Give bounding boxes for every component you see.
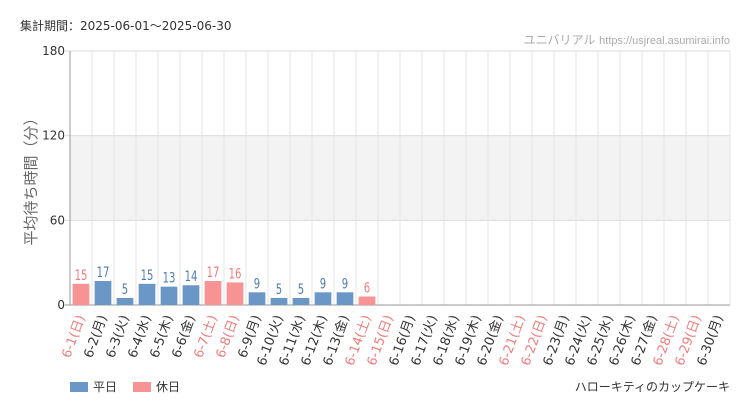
- bar-value-label: 9: [254, 276, 260, 292]
- bar-value-label: 17: [207, 264, 220, 280]
- bar-6-3(火)[interactable]: [116, 297, 134, 305]
- site-url[interactable]: https://usjreal.asumirai.info: [599, 35, 730, 47]
- legend: 平日 休日: [70, 378, 196, 395]
- bar-6-1(日)[interactable]: [72, 283, 90, 305]
- legend-weekday-swatch: [70, 381, 88, 392]
- bar-6-14(土)[interactable]: [358, 296, 376, 305]
- site-credit[interactable]: ユニバリアル https://usjreal.asumirai.info: [523, 31, 730, 48]
- y-tick-label: 60: [50, 213, 65, 227]
- legend-weekday-label: 平日: [93, 380, 118, 394]
- bar-6-13(金)[interactable]: [336, 292, 354, 305]
- bar-value-label: 6: [364, 280, 370, 296]
- bar-value-label: 15: [141, 267, 154, 283]
- bar-6-8(日)[interactable]: [226, 282, 244, 305]
- bar-6-10(火)[interactable]: [270, 297, 288, 305]
- bar-6-6(金)[interactable]: [182, 285, 200, 305]
- y-axis-title: 平均待ち時間（分）: [22, 110, 40, 245]
- legend-holiday[interactable]: 休日: [133, 378, 180, 395]
- bar-value-label: 9: [320, 276, 326, 292]
- bar-6-4(水)[interactable]: [138, 283, 156, 305]
- bar-value-label: 14: [185, 269, 198, 285]
- bar-6-12(木)[interactable]: [314, 292, 332, 305]
- y-tick-label: 180: [42, 44, 65, 58]
- bar-6-7(土)[interactable]: [204, 281, 222, 305]
- bar-6-11(水)[interactable]: [292, 297, 310, 305]
- period-label: 集計期間：2025-06-01～2025-06-30: [20, 19, 232, 33]
- bar-6-9(月)[interactable]: [248, 292, 266, 305]
- bar-6-2(月)[interactable]: [94, 281, 112, 305]
- bar-value-label: 5: [298, 281, 304, 297]
- legend-weekday[interactable]: 平日: [70, 378, 117, 395]
- bar-value-label: 17: [97, 264, 110, 280]
- bar-value-label: 5: [276, 281, 282, 297]
- bar-value-label: 15: [75, 267, 88, 283]
- legend-holiday-swatch: [133, 381, 152, 392]
- legend-holiday-label: 休日: [156, 380, 181, 394]
- bar-6-5(木)[interactable]: [160, 286, 178, 305]
- bar-value-label: 13: [163, 270, 176, 286]
- y-tick-label: 120: [42, 129, 65, 143]
- bar-value-label: 9: [342, 276, 348, 292]
- bar-value-label: 5: [122, 281, 128, 297]
- attraction-name: ハローキティのカップケーキ: [574, 380, 730, 394]
- y-tick-label: 0: [57, 298, 65, 312]
- bar-value-label: 16: [229, 266, 242, 282]
- site-name: ユニバリアル: [523, 33, 596, 47]
